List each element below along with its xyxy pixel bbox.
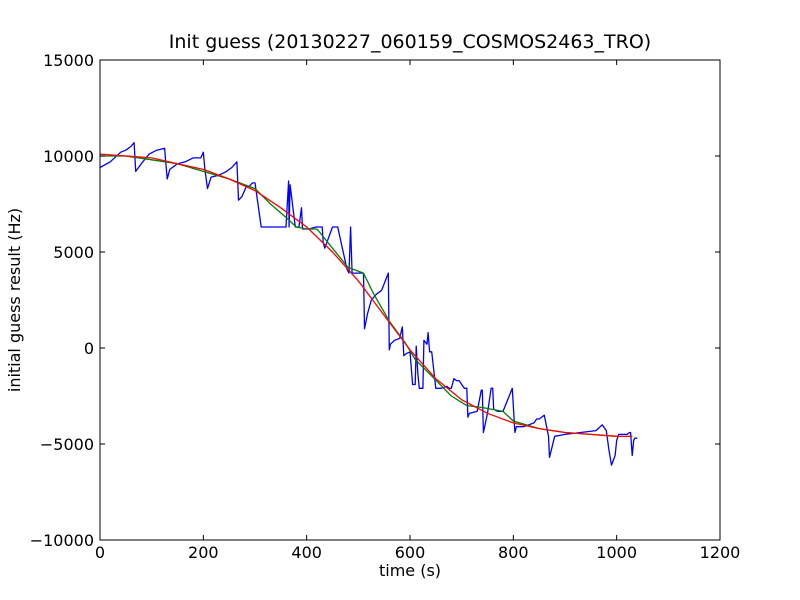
- x-tick-label: 800: [498, 543, 529, 562]
- y-tick-label: 0: [84, 339, 94, 358]
- y-axis: −10000 −5000 0 5000 10000 15000: [30, 51, 720, 550]
- x-tick-label: 1000: [596, 543, 637, 562]
- y-tick-label: −10000: [30, 531, 94, 550]
- x-tick-label: 400: [291, 543, 322, 562]
- y-tick-label: 5000: [53, 243, 94, 262]
- series-line-3: [99, 153, 633, 437]
- series-line-2: [100, 155, 617, 437]
- x-axis: 0 200 400 600 800 1000 1200: [95, 60, 740, 562]
- y-axis-label: initial guess result (Hz): [5, 208, 24, 392]
- x-tick-label: 0: [95, 543, 105, 562]
- x-axis-label: time (s): [379, 561, 441, 580]
- plot-frame: [99, 59, 721, 541]
- y-tick-label: 15000: [43, 51, 94, 70]
- chart-title: Init guess (20130227_060159_COSMOS2463_T…: [169, 31, 651, 53]
- x-tick-label: 600: [395, 543, 426, 562]
- plot-series: [99, 141, 638, 466]
- x-tick-label: 1200: [700, 543, 741, 562]
- series-line-1: [99, 141, 638, 466]
- y-tick-label: −5000: [40, 435, 94, 454]
- x-tick-label: 200: [188, 543, 219, 562]
- y-tick-label: 10000: [43, 147, 94, 166]
